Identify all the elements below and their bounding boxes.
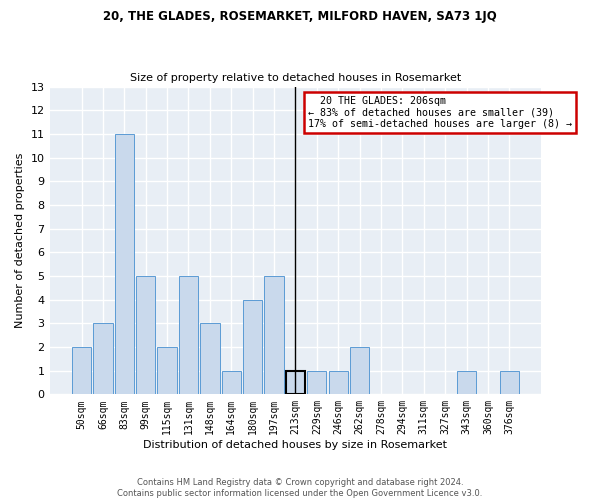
Bar [329,370,348,394]
Title: Size of property relative to detached houses in Rosemarket: Size of property relative to detached ho… [130,73,461,83]
X-axis label: Distribution of detached houses by size in Rosemarket: Distribution of detached houses by size … [143,440,448,450]
Bar [500,370,519,394]
Bar [221,370,241,394]
Bar [265,276,284,394]
Y-axis label: Number of detached properties: Number of detached properties [15,153,25,328]
Bar [200,324,220,394]
Bar [307,370,326,394]
Bar [243,300,262,394]
Bar [350,347,369,395]
Text: 20, THE GLADES, ROSEMARKET, MILFORD HAVEN, SA73 1JQ: 20, THE GLADES, ROSEMARKET, MILFORD HAVE… [103,10,497,23]
Bar [286,370,305,394]
Bar [157,347,177,395]
Bar [136,276,155,394]
Bar [179,276,198,394]
Bar [115,134,134,394]
Bar [72,347,91,395]
Bar [93,324,113,394]
Text: 20 THE GLADES: 206sqm  
← 83% of detached houses are smaller (39)
17% of semi-de: 20 THE GLADES: 206sqm ← 83% of detached … [308,96,572,129]
Bar [457,370,476,394]
Text: Contains HM Land Registry data © Crown copyright and database right 2024.
Contai: Contains HM Land Registry data © Crown c… [118,478,482,498]
